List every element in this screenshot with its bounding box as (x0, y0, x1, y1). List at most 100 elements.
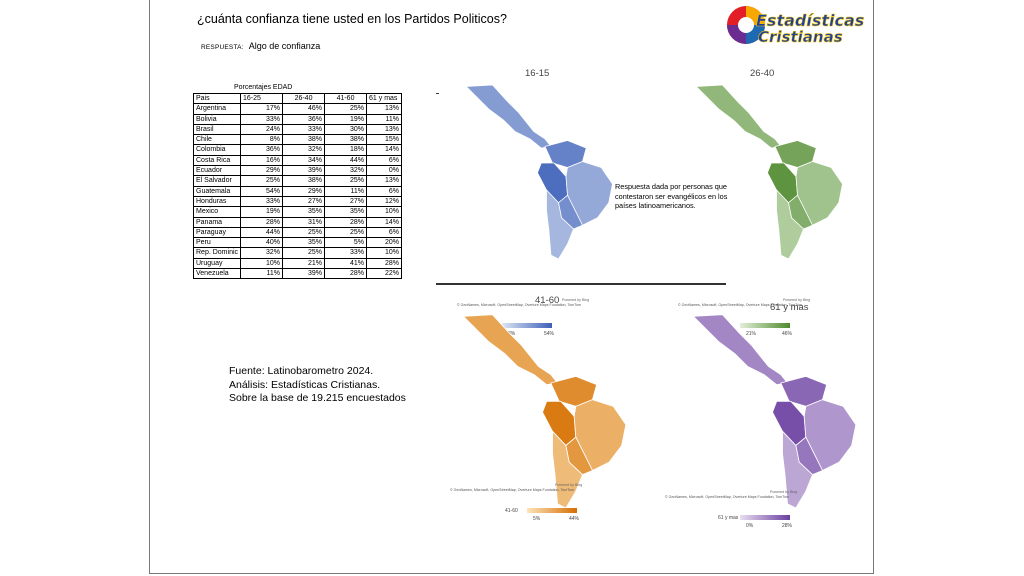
value-cell: 32% (282, 144, 326, 156)
country-cell: El Salvador (192, 175, 242, 187)
value-cell: 39% (282, 268, 326, 280)
value-cell: 18% (324, 144, 368, 156)
value-cell: 25% (324, 226, 368, 239)
value-cell: 10% (366, 206, 403, 218)
region-shape (795, 161, 843, 226)
legend-min: 5% (533, 516, 541, 522)
country-cell: Costa Rica (192, 154, 242, 167)
value-cell: 25% (282, 226, 326, 239)
respuesta-value: Algo de confianza (248, 41, 321, 51)
map-title: 41-60 (535, 295, 560, 306)
region-shape (692, 314, 789, 386)
country-cell: Guatemala (192, 185, 242, 197)
source-line-1: Fuente: Latinobarometro 2024. (229, 365, 374, 377)
map-title: 61 y mas (770, 302, 809, 313)
value-cell: 16% (240, 154, 284, 167)
value-cell: 40% (240, 237, 284, 249)
value-cell: 36% (240, 144, 284, 156)
country-cell: Bolivia (192, 113, 242, 125)
value-cell: 14% (366, 216, 403, 228)
value-cell: 13% (366, 175, 403, 187)
country-cell: Colombia (192, 144, 242, 156)
logo-estadisticas-cristianas: Estadísticas Cristianas (727, 6, 865, 46)
value-cell: 13% (366, 123, 403, 136)
latin-america-map (462, 314, 627, 508)
table-header-cell: 61 y mas (366, 92, 403, 105)
table-row: Peru 40% 35% 5% 20% (192, 237, 403, 249)
value-cell: 8% (240, 134, 284, 146)
value-cell: 35% (324, 206, 368, 218)
source-line-2: Análisis: Estadísticas Cristianas. (229, 378, 381, 391)
table-header-cell: 41-60 (324, 92, 368, 105)
country-cell: Chile (192, 134, 242, 146)
region-shape (565, 161, 613, 226)
region-shape (462, 314, 559, 386)
map-legend: 61 y mas 0% 28% (718, 515, 818, 535)
value-cell: 33% (240, 113, 284, 125)
map-title: 16-15 (525, 68, 550, 79)
table-row: Venezuela 11% 39% 28% 22% (192, 268, 403, 280)
value-cell: 46% (282, 103, 326, 115)
value-cell: 54% (240, 185, 284, 197)
legend-max: 46% (782, 331, 793, 337)
value-cell: 28% (324, 216, 368, 228)
map-panel-1: 16-15 Powered by Bing © GeoNames, Microsof… (440, 65, 630, 337)
country-cell: Argentina (192, 103, 242, 115)
table-row: Rep. Dominic 32% 25% 33% 10% (192, 247, 403, 259)
value-cell: 25% (324, 103, 368, 115)
value-cell: 15% (366, 134, 403, 146)
value-cell: 34% (282, 154, 326, 167)
slide: ¿cuánta confianza tiene usted en los Par… (149, 0, 874, 574)
country-cell: Paraguay (192, 226, 242, 239)
table-row: Argentina 17% 46% 25% 13% (192, 103, 403, 115)
value-cell: 20% (366, 237, 403, 249)
value-cell: 6% (366, 154, 403, 167)
value-cell: 21% (282, 257, 326, 270)
table-row: Ecuador 29% 39% 32% 0% (192, 165, 403, 177)
region-shape (465, 84, 552, 149)
value-cell: 30% (324, 123, 368, 136)
table-header-cell: Pais (192, 92, 242, 105)
table-row: Guatemala 54% 29% 11% 6% (192, 185, 403, 197)
country-cell: Peru (192, 237, 242, 249)
table-caption: Porcentajes EDAD (234, 84, 293, 91)
region-shape (695, 84, 782, 149)
divider-line (436, 283, 726, 285)
value-cell: 24% (240, 123, 284, 136)
map-attribution: © GeoNames, Microsoft, OpenStreetMap, Ov… (665, 495, 790, 499)
value-cell: 44% (240, 226, 284, 239)
value-cell: 19% (240, 206, 284, 218)
country-cell: Uruguay (192, 257, 242, 270)
legend-gradient (740, 515, 790, 520)
legend-min: 21% (746, 331, 757, 337)
table-row: Honduras 33% 27% 27% 12% (192, 195, 403, 208)
value-cell: 22% (366, 268, 403, 280)
powered-by-text: Powered by Bing (770, 490, 798, 494)
value-cell: 14% (366, 144, 403, 156)
value-cell: 5% (324, 237, 368, 249)
svg-text:Estadísticas: Estadísticas (756, 11, 864, 30)
map-panel-3: 41-60 Powered by Bing © GeoNames, Microsof… (440, 290, 640, 530)
table-row: Panama 28% 31% 28% 14% (192, 216, 403, 228)
value-cell: 11% (366, 113, 403, 125)
value-cell: 27% (282, 195, 326, 208)
powered-by-text: Powered by Bing (562, 298, 590, 302)
source-block: Fuente: Latinobarometro 2024. Análisis: … (229, 365, 406, 406)
value-cell: 31% (282, 216, 326, 228)
legend-max: 54% (544, 331, 555, 337)
value-cell: 28% (240, 216, 284, 228)
value-cell: 28% (324, 268, 368, 280)
value-cell: 25% (324, 175, 368, 187)
map-title: 26-40 (750, 68, 775, 79)
value-cell: 25% (240, 175, 284, 187)
value-cell: 6% (366, 226, 403, 239)
value-cell: 44% (324, 154, 368, 167)
value-cell: 10% (240, 257, 284, 270)
divider-tick (436, 93, 439, 94)
table-row: Mexico 19% 35% 35% 10% (192, 206, 403, 218)
value-cell: 33% (324, 247, 368, 259)
value-cell: 10% (366, 247, 403, 259)
value-cell: 39% (282, 165, 326, 177)
table-row: Bolivia 33% 36% 19% 11% (192, 113, 403, 125)
powered-by-text: Powered by Bing (555, 483, 583, 487)
